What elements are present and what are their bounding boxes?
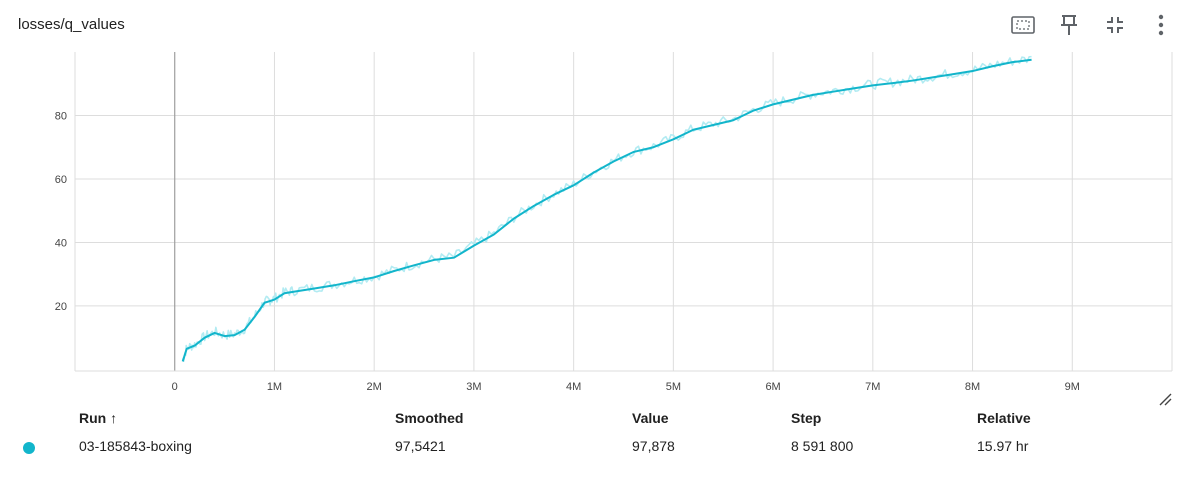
header-run[interactable]: Run ↑ xyxy=(79,410,118,426)
row-run: 03-185843-boxing xyxy=(79,438,192,454)
row-value: 97,878 xyxy=(632,438,675,454)
y-tick-label: 40 xyxy=(55,237,67,249)
run-color-dot xyxy=(23,442,35,454)
chart-toolbar xyxy=(1010,12,1174,38)
x-tick-label: 2M xyxy=(367,381,382,392)
resize-handle-icon[interactable] xyxy=(1158,392,1172,406)
x-tick-label: 8M xyxy=(965,381,980,392)
fit-domain-icon xyxy=(1011,16,1035,34)
collapse-icon xyxy=(1107,17,1123,33)
chart-title: losses/q_values xyxy=(18,16,125,33)
x-tick-label: 3M xyxy=(466,381,481,392)
x-tick-label: 5M xyxy=(666,381,681,392)
smoothed-series-line[interactable] xyxy=(181,58,1032,362)
row-smoothed: 97,5421 xyxy=(395,438,446,454)
header-value[interactable]: Value xyxy=(632,410,669,426)
pin-icon xyxy=(1061,15,1077,35)
x-tick-label: 6M xyxy=(765,381,780,392)
y-tick-label: 80 xyxy=(55,110,67,122)
x-tick-label: 0 xyxy=(172,381,178,392)
y-tick-label: 20 xyxy=(55,301,67,313)
header-smoothed[interactable]: Smoothed xyxy=(395,410,464,426)
header-step[interactable]: Step xyxy=(791,410,822,426)
y-tick-label: 60 xyxy=(55,174,67,186)
row-step: 8 591 800 xyxy=(791,438,854,454)
x-tick-label: 7M xyxy=(865,381,880,392)
x-tick-label: 4M xyxy=(566,381,581,392)
x-tick-label: 1M xyxy=(267,381,282,392)
more-vert-icon xyxy=(1158,14,1164,36)
x-tick-label: 9M xyxy=(1065,381,1080,392)
raw-series-line xyxy=(181,55,1032,362)
fit-domain-button[interactable] xyxy=(1010,12,1036,38)
more-options-button[interactable] xyxy=(1148,12,1174,38)
header-relative[interactable]: Relative xyxy=(977,410,1031,426)
collapse-button[interactable] xyxy=(1102,12,1128,38)
pin-button[interactable] xyxy=(1056,12,1082,38)
row-relative: 15.97 hr xyxy=(977,438,1029,454)
line-chart[interactable]: 20 40 60 80 0 1M 2M 3M 4M 5M 6M 7M 8M 9M xyxy=(0,40,1190,392)
